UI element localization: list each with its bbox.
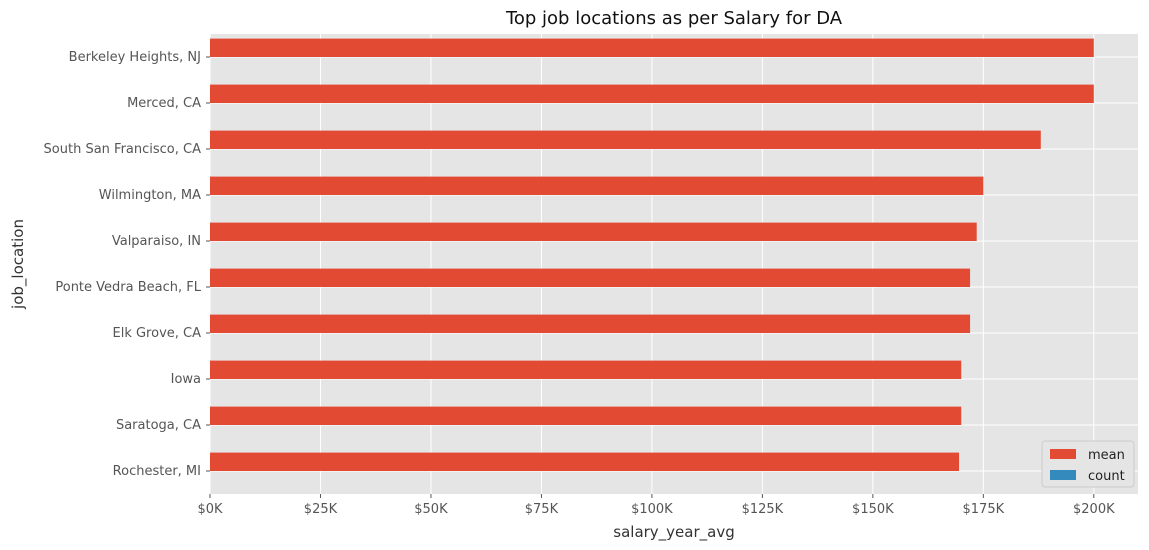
bar-mean	[210, 452, 960, 471]
y-tick-label: Rochester, MI	[113, 464, 201, 479]
x-axis-label: salary_year_avg	[613, 523, 734, 542]
x-tick-label: $0K	[197, 502, 223, 517]
x-tick-label: $175K	[963, 502, 1005, 517]
y-tick-label: Merced, CA	[127, 96, 201, 111]
y-tick-label: Elk Grove, CA	[113, 326, 202, 341]
bar-mean	[210, 84, 1094, 103]
chart-title: Top job locations as per Salary for DA	[505, 8, 843, 29]
x-tick-labels: $0K $25K $50K $75K $100K $125K $150K $175K $200K	[197, 494, 1115, 517]
bar-mean	[210, 176, 984, 195]
legend-swatch-mean	[1050, 449, 1076, 459]
y-tick-label: South San Francisco, CA	[44, 142, 202, 157]
y-tick-label: Berkeley Heights, NJ	[69, 50, 201, 65]
bar-mean	[210, 222, 977, 241]
legend-label-mean: mean	[1088, 448, 1125, 463]
bar-mean	[210, 38, 1094, 57]
y-tick-label: Iowa	[171, 372, 201, 387]
bar-mean	[210, 406, 962, 425]
bar-mean	[210, 314, 971, 333]
y-axis-label: job_location	[9, 219, 28, 310]
legend-swatch-count	[1050, 470, 1076, 480]
bar-mean	[210, 360, 962, 379]
bar-mean	[210, 130, 1041, 149]
x-tick-label: $75K	[525, 502, 559, 517]
x-tick-label: $100K	[631, 502, 673, 517]
y-tick-label: Saratoga, CA	[116, 418, 201, 433]
bar-mean	[210, 268, 971, 287]
x-tick-label: $50K	[414, 502, 448, 517]
x-tick-label: $200K	[1073, 502, 1115, 517]
y-tick-label: Wilmington, MA	[99, 188, 201, 203]
bars	[210, 38, 1094, 490]
x-tick-label: $25K	[304, 502, 338, 517]
legend-label-count: count	[1088, 469, 1125, 484]
legend: mean count	[1041, 440, 1135, 488]
y-tick-label: Ponte Vedra Beach, FL	[55, 280, 201, 295]
y-tick-labels: Berkeley Heights, NJ Merced, CA South San …	[44, 50, 210, 479]
x-tick-label: $150K	[852, 502, 894, 517]
x-tick-label: $125K	[742, 502, 784, 517]
y-tick-label: Valparaiso, IN	[112, 234, 201, 249]
